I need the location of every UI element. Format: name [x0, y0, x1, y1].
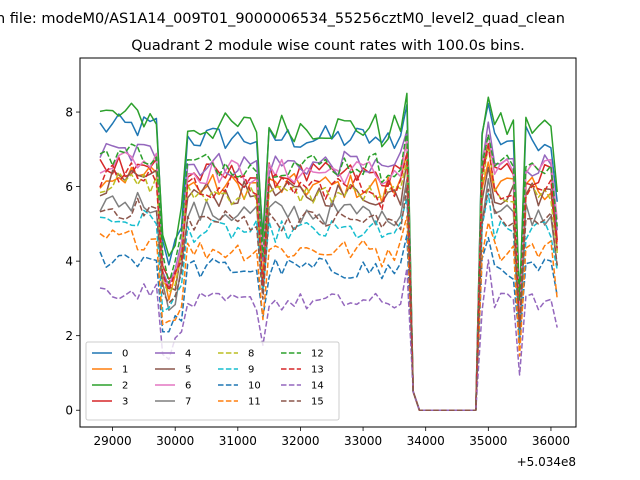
series-line-14 — [99, 259, 558, 411]
legend-label-0: 0 — [122, 349, 128, 360]
legend-label-13: 13 — [311, 365, 324, 376]
legend-label-1: 1 — [122, 365, 128, 376]
figure-suptitle: n file: modeM0/AS1A14_009T01_9000006534_… — [0, 11, 565, 27]
y-axis: 0 2 4 6 8 — [65, 106, 80, 418]
x-tick-label: 33000 — [344, 434, 382, 448]
legend-label-8: 8 — [248, 349, 254, 360]
legend-label-2: 2 — [122, 381, 128, 392]
legend-label-9: 9 — [248, 365, 254, 376]
series-line-13 — [99, 145, 558, 411]
y-tick-label: 2 — [65, 329, 73, 343]
x-tick-label: 31000 — [219, 434, 257, 448]
series-line-11 — [99, 215, 558, 411]
x-tick-label: 35000 — [469, 434, 507, 448]
legend-label-11: 11 — [248, 397, 261, 408]
series-line-12 — [99, 129, 558, 411]
x-axis: 29000 30000 31000 32000 33000 34000 35000 36000 — [93, 427, 570, 448]
y-tick-label: 8 — [65, 106, 73, 120]
legend-label-4: 4 — [185, 349, 191, 360]
x-tick-label: 36000 — [532, 434, 570, 448]
series-line-15 — [99, 185, 558, 411]
series-line-10 — [99, 234, 558, 411]
series-layer — [99, 92, 558, 411]
x-tick-label: 30000 — [156, 434, 194, 448]
legend-label-7: 7 — [185, 397, 191, 408]
y-tick-label: 6 — [65, 180, 73, 194]
x-tick-label: 34000 — [407, 434, 445, 448]
legend-label-3: 3 — [122, 397, 128, 408]
legend-box — [85, 341, 340, 421]
legend-label-10: 10 — [248, 381, 261, 392]
axes-frame — [79, 57, 577, 428]
x-tick-label: 32000 — [281, 434, 319, 448]
y-tick-label: 0 — [65, 404, 73, 418]
series-line-8 — [99, 144, 558, 411]
y-tick-label: 4 — [65, 255, 73, 269]
legend-label-6: 6 — [185, 381, 191, 392]
x-tick-label: 29000 — [93, 434, 131, 448]
legend-label-5: 5 — [185, 365, 191, 376]
legend-label-14: 14 — [311, 381, 324, 392]
legend-label-12: 12 — [311, 349, 324, 360]
x-axis-offset-label: +5.034e8 — [517, 455, 576, 469]
chart-title: Quadrant 2 module wise count rates with … — [131, 38, 525, 54]
legend-label-15: 15 — [311, 397, 324, 408]
